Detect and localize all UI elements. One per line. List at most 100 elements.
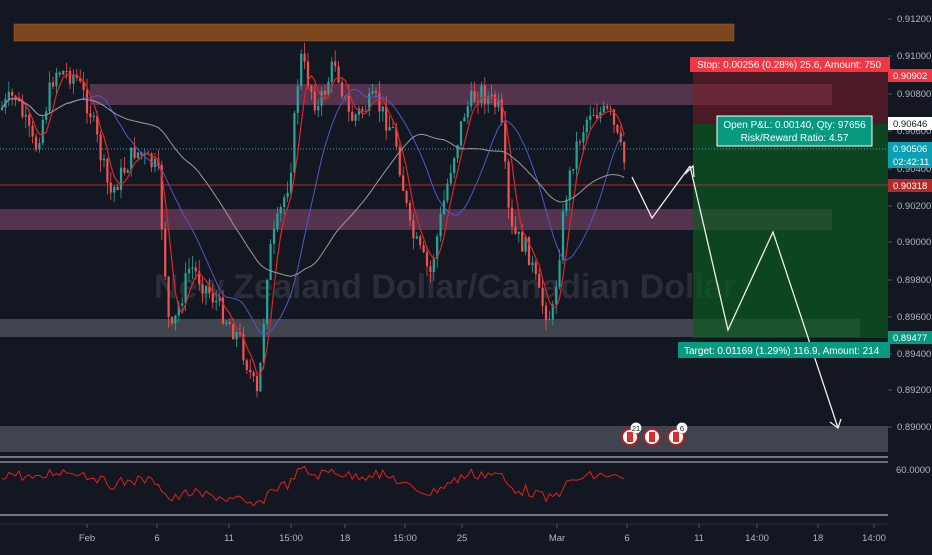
candle-body bbox=[609, 108, 612, 110]
candle-body bbox=[524, 236, 527, 252]
candle-body bbox=[555, 286, 558, 305]
lower-support-zone[interactable] bbox=[0, 426, 888, 452]
candle-body bbox=[38, 143, 41, 150]
time-tick-label: 25 bbox=[457, 533, 468, 544]
svg-text:0.89477: 0.89477 bbox=[893, 333, 927, 344]
candle-body bbox=[204, 286, 208, 294]
candle-body bbox=[381, 106, 384, 112]
candle-body bbox=[238, 332, 242, 335]
candle-body bbox=[215, 300, 218, 303]
candle-body bbox=[279, 207, 282, 214]
price-tick-label: 0.90600 bbox=[897, 126, 931, 137]
candle-body bbox=[177, 305, 180, 316]
candle-body bbox=[187, 268, 191, 274]
candle-body bbox=[300, 53, 303, 87]
candle-body bbox=[425, 252, 429, 267]
candle-body bbox=[334, 61, 337, 67]
candle-body bbox=[218, 297, 221, 301]
candle-body bbox=[51, 82, 55, 87]
candle-body bbox=[41, 119, 44, 144]
candle-body bbox=[561, 211, 565, 261]
price-tick-label: 0.89600 bbox=[897, 312, 931, 323]
candle-body bbox=[191, 267, 194, 269]
canada-flag-event-icon[interactable]: 6 bbox=[667, 422, 688, 446]
candle-body bbox=[283, 197, 286, 208]
candle-body bbox=[296, 86, 299, 114]
candle-body bbox=[558, 260, 561, 287]
candle-body bbox=[470, 91, 473, 107]
candle-body bbox=[388, 127, 391, 131]
candle-body bbox=[364, 110, 367, 112]
projection-path-short[interactable] bbox=[631, 165, 691, 220]
target-label[interactable]: Target: 0.01169 (1.29%) 116.9, Amount: 2… bbox=[678, 342, 890, 358]
svg-text:0.90506: 0.90506 bbox=[893, 144, 927, 155]
candle-body bbox=[337, 66, 340, 83]
candle-body bbox=[548, 319, 551, 321]
time-tick-label: 11 bbox=[224, 533, 234, 544]
candle-body bbox=[68, 70, 72, 84]
candle-body bbox=[531, 262, 534, 266]
candle-body bbox=[242, 334, 245, 361]
candle-body bbox=[286, 192, 289, 198]
time-tick-label: Feb bbox=[79, 533, 95, 544]
candle-body bbox=[160, 164, 163, 230]
candle-body bbox=[541, 287, 544, 306]
candle-body bbox=[398, 146, 401, 176]
economic-events[interactable]: 21 6 bbox=[621, 422, 688, 446]
candle-body bbox=[102, 158, 106, 161]
candle-body bbox=[262, 324, 265, 363]
upper-supply-zone[interactable] bbox=[90, 84, 832, 105]
candle-body bbox=[79, 78, 82, 82]
candle-body bbox=[116, 186, 119, 191]
time-axis[interactable]: Feb 6 11 15:00 18 15:00 25 Mar 6 11 14:00 18 14:00 bbox=[79, 524, 886, 544]
support-zone[interactable] bbox=[0, 319, 860, 337]
open-pnl-label[interactable]: Open P&L: 0.00140, Qty: 97656 Risk/Rewar… bbox=[716, 115, 873, 147]
price-tag-target: 0.89477 bbox=[888, 331, 932, 344]
price-tick-label: 0.91000 bbox=[897, 51, 931, 62]
candle-body bbox=[327, 81, 330, 95]
candle-body bbox=[317, 105, 320, 111]
candle-body bbox=[371, 91, 374, 94]
candle-body bbox=[453, 158, 456, 173]
canada-flag-event-icon[interactable]: 21 bbox=[621, 422, 642, 446]
candle-body bbox=[320, 91, 323, 106]
candle-body bbox=[449, 172, 452, 184]
candle-body bbox=[276, 213, 279, 229]
candle-body bbox=[483, 85, 486, 104]
candle-body bbox=[599, 111, 602, 119]
price-tick-label: 0.90400 bbox=[897, 164, 931, 175]
candle-body bbox=[391, 127, 395, 129]
time-tick-label: 18 bbox=[340, 533, 351, 544]
price-tag-red-line: 0.90318 bbox=[888, 179, 932, 192]
candle-body bbox=[211, 293, 214, 303]
candle-body bbox=[354, 114, 357, 121]
candle-body bbox=[0, 107, 4, 110]
candle-body bbox=[374, 91, 378, 93]
canada-flag-event-icon[interactable] bbox=[643, 428, 661, 446]
resistance-band[interactable] bbox=[13, 23, 735, 42]
event-count-badge: 21 bbox=[632, 424, 640, 433]
stop-loss-zone[interactable] bbox=[693, 62, 888, 124]
price-tag-current: 0.90506 02:42:11 bbox=[888, 142, 932, 168]
candle-body bbox=[269, 243, 272, 281]
candle-body bbox=[405, 190, 408, 203]
candle-body bbox=[568, 170, 571, 200]
candle-body bbox=[606, 105, 609, 109]
candle-body bbox=[99, 134, 102, 161]
candle-body bbox=[259, 362, 262, 392]
take-profit-zone[interactable] bbox=[693, 124, 888, 338]
projection-path-long[interactable] bbox=[689, 165, 839, 429]
price-axis[interactable]: 0.91200 0.91000 0.90800 0.90600 0.90400 0.902… bbox=[888, 14, 931, 433]
candle-body bbox=[585, 119, 588, 133]
projection-arrows[interactable] bbox=[631, 164, 842, 430]
candle-body bbox=[14, 95, 17, 101]
candle-body bbox=[544, 305, 548, 320]
middle-supply-zone[interactable] bbox=[0, 209, 832, 230]
candle-body bbox=[293, 113, 296, 173]
candle-body bbox=[514, 226, 517, 234]
candle-body bbox=[7, 91, 10, 99]
price-tick-label: 0.89000 bbox=[897, 422, 931, 433]
stop-label[interactable]: Stop: 0.00256 (0.28%) 25.6, Amount: 750 bbox=[690, 57, 890, 72]
